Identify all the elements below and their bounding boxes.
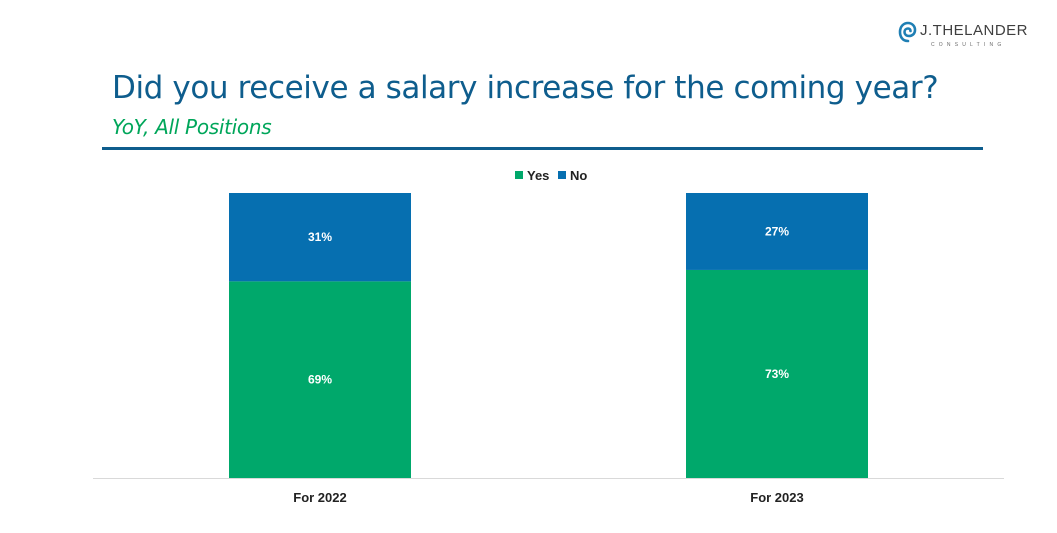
page-title: Did you receive a salary increase for th…	[112, 70, 939, 106]
bar-segment-no-for-2023	[686, 193, 868, 270]
data-label-no-for-2022: 31%	[308, 230, 332, 244]
legend-swatch-yes	[515, 171, 523, 179]
company-logo: J.THELANDER CONSULTING	[898, 18, 1040, 48]
x-tick-label-for-2022: For 2022	[293, 490, 346, 505]
bar-segment-no-for-2022	[229, 193, 411, 282]
spiral-logo-icon	[898, 21, 917, 43]
logo-name: J.THELANDER	[920, 22, 1029, 39]
header-divider	[102, 147, 983, 150]
legend-swatch-no	[558, 171, 566, 179]
data-label-yes-for-2022: 69%	[308, 373, 332, 387]
bar-segment-yes-for-2023	[686, 269, 868, 478]
bar-segment-yes-for-2022	[229, 281, 411, 478]
page-subtitle: YoY, All Positions	[112, 115, 272, 139]
legend-label-no: No	[570, 168, 587, 183]
x-tick-label-for-2023: For 2023	[750, 490, 803, 505]
data-label-yes-for-2023: 73%	[765, 367, 789, 381]
data-label-no-for-2023: 27%	[765, 224, 789, 238]
legend-label-yes: Yes	[527, 168, 549, 183]
logo-tagline: CONSULTING	[931, 42, 1006, 48]
